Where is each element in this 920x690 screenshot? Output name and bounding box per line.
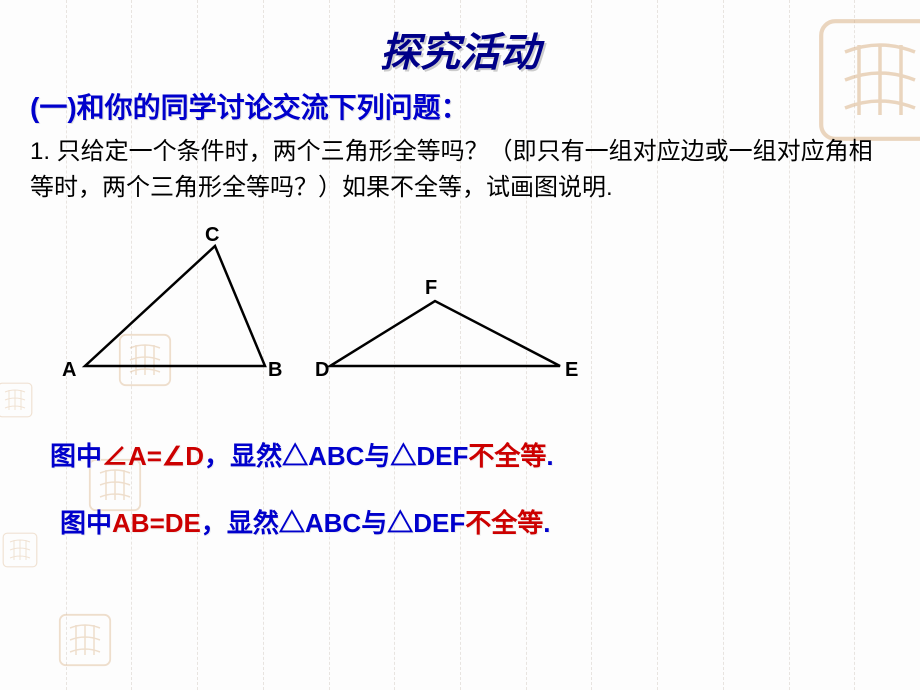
slide-title: 探究活动 <box>30 20 890 78</box>
triangle-diagram: A B C D E F <box>30 216 890 416</box>
question-text: 1. 只给定一个条件时，两个三角形全等吗？（即只有一组对应边或一组对应角相等时，… <box>30 134 890 206</box>
label-b: B <box>268 359 282 381</box>
conclusion-1: 图中∠A=∠D，显然△ABC与△DEF不全等. <box>50 436 890 473</box>
triangles-svg: A B C D E F <box>30 216 630 396</box>
label-f: F <box>425 277 437 299</box>
slide-content: 探究活动 (一)和你的同学讨论交流下列问题： 1. 只给定一个条件时，两个三角形… <box>0 0 920 560</box>
label-a: A <box>62 359 76 381</box>
slide-subtitle: (一)和你的同学讨论交流下列问题： <box>30 86 890 126</box>
label-e: E <box>565 359 578 381</box>
triangle-abc <box>85 246 265 366</box>
triangle-def <box>330 301 560 366</box>
label-d: D <box>315 359 329 381</box>
label-c: C <box>205 224 219 246</box>
conclusion-2: 图中AB=DE，显然△ABC与△DEF不全等. <box>60 503 890 540</box>
